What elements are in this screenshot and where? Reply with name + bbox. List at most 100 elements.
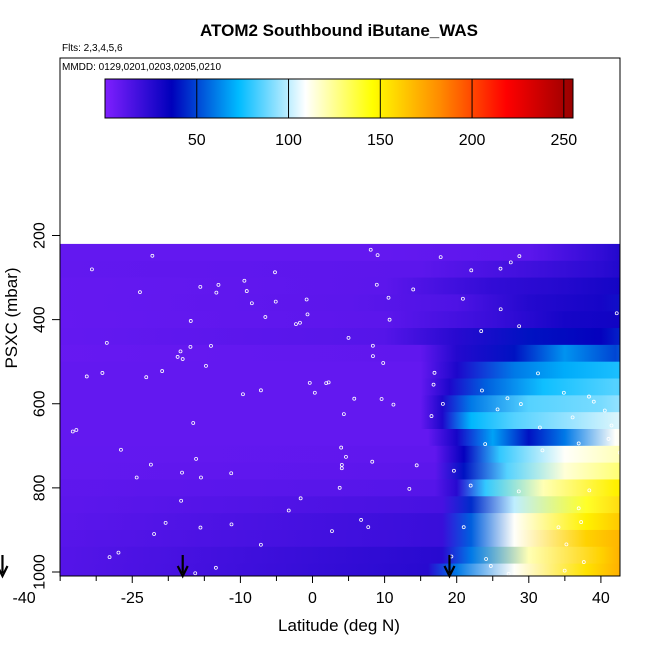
sample-circle	[90, 267, 94, 272]
sample-circle	[540, 448, 545, 453]
sample-circle	[517, 324, 522, 329]
sample-circle	[344, 454, 348, 459]
sample-circle	[74, 428, 79, 432]
sample-circle	[305, 312, 310, 317]
sample-circle	[452, 468, 456, 473]
sample-circle	[609, 423, 614, 428]
sample-circle	[381, 361, 386, 365]
sample-circle	[508, 260, 513, 265]
heatmap-band	[60, 260, 620, 279]
sample-circle	[375, 253, 380, 258]
sample-circle	[516, 489, 521, 494]
sample-circle	[100, 371, 105, 375]
colorbar-tick-label: 50	[188, 132, 206, 149]
sample-circle	[41, 373, 44, 376]
sample-circle	[160, 369, 165, 373]
sample-circle	[498, 307, 503, 312]
heatmap-band	[60, 428, 620, 447]
sample-circle	[518, 402, 523, 406]
sample-circle	[352, 396, 357, 401]
x-tick-label: 0	[308, 590, 317, 607]
sample-circle	[576, 506, 581, 511]
sample-circle	[341, 412, 346, 417]
sample-circle	[304, 297, 309, 302]
heatmap-band	[60, 361, 620, 380]
sample-circle	[387, 317, 392, 322]
y-tick-label: 800	[32, 474, 49, 501]
sample-circle	[163, 520, 168, 525]
flight-arrow-head	[0, 565, 9, 579]
chart-subtitle: Flts: 2,3,4,5,6	[62, 43, 123, 54]
x-tick-label: -25	[121, 590, 144, 607]
sample-circle	[35, 282, 38, 285]
colorbar-tick-label: 150	[367, 132, 394, 149]
sample-circle	[150, 253, 155, 258]
sample-circle	[194, 456, 198, 461]
sample-circle	[587, 488, 592, 493]
sample-circle	[312, 390, 317, 395]
x-tick-label: 10	[376, 590, 394, 607]
heatmap-band	[60, 328, 620, 346]
x-tick-label: 20	[448, 590, 466, 607]
sample-circle	[259, 388, 263, 393]
sample-circle	[562, 568, 567, 573]
sample-circle	[429, 414, 434, 418]
y-axis-label: PSXC (mbar)	[2, 267, 21, 368]
sample-circle	[191, 421, 196, 425]
sample-circle	[614, 311, 619, 316]
sample-circle	[495, 407, 500, 412]
sample-circle	[440, 401, 445, 406]
colorbar-tick-label: 100	[275, 132, 302, 149]
y-tick-label: 1000	[32, 554, 49, 590]
sample-circle	[561, 390, 566, 395]
sample-circle	[175, 355, 180, 359]
sample-circle	[484, 557, 488, 561]
heatmap-band	[60, 294, 620, 312]
sample-circle	[286, 508, 291, 513]
sample-circle	[298, 496, 303, 501]
heatmap-band	[60, 243, 620, 262]
sample-circle	[242, 278, 247, 283]
sample-circle	[480, 388, 484, 393]
sample-circle	[178, 349, 183, 354]
sample-circle	[209, 343, 213, 348]
sample-circle	[216, 282, 221, 287]
sample-circle	[461, 296, 465, 301]
sample-circle	[119, 447, 123, 452]
sample-circle	[370, 343, 375, 348]
sample-circle	[432, 370, 437, 375]
sample-circle	[326, 380, 331, 385]
sample-circle	[180, 470, 184, 475]
heatmap-band	[60, 378, 620, 396]
sample-circle	[483, 442, 488, 447]
x-tick-label: -10	[229, 590, 252, 607]
heatmap-band	[60, 496, 620, 514]
sample-circle	[37, 430, 40, 433]
sample-circle	[213, 565, 218, 570]
flight-marker-arrows	[0, 555, 456, 579]
x-tick-label: 30	[520, 590, 538, 607]
sample-circle	[241, 392, 245, 397]
y-axis: 200 400 600 800 1000	[32, 222, 61, 590]
sample-circle	[273, 270, 277, 275]
sample-circle	[368, 247, 373, 252]
sample-circle	[591, 399, 596, 404]
sample-circle	[370, 459, 375, 464]
sample-circle	[307, 381, 312, 385]
sample-circle	[564, 542, 569, 547]
flight-arrow-head	[443, 565, 456, 579]
heatmap-band	[60, 462, 620, 481]
sample-circle	[51, 572, 54, 575]
sample-circle	[188, 344, 193, 349]
sample-circle	[411, 287, 416, 292]
heatmap-band	[60, 412, 620, 430]
sample-circle	[461, 525, 466, 530]
sample-circle	[107, 555, 112, 559]
sample-circle	[576, 441, 581, 446]
sample-circle	[386, 295, 391, 300]
sample-circle	[294, 322, 298, 326]
sample-circle	[587, 394, 591, 399]
colorbar-tick-label: 200	[459, 132, 486, 149]
y-tick-label: 200	[32, 222, 49, 249]
